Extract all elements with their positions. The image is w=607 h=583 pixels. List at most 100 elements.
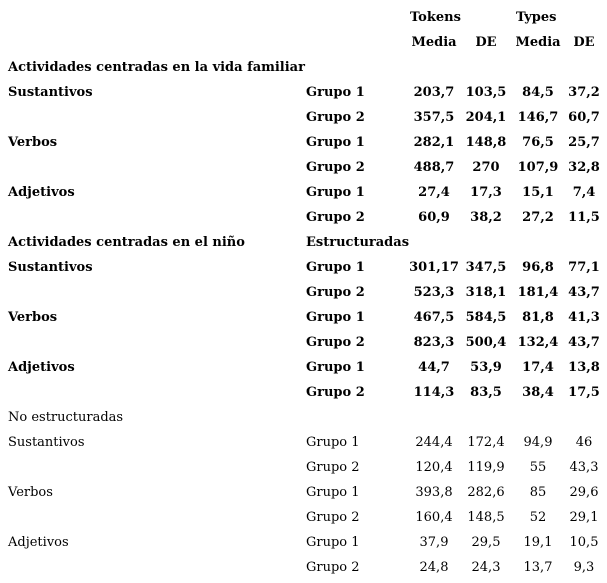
row-label: Verbos xyxy=(8,485,53,500)
section-title: Actividades centradas en el niño xyxy=(8,235,245,250)
types-de-value: 43,7 xyxy=(568,285,600,300)
table-row: Adjetivos Grupo 1 44,7 53,9 17,4 13,8 xyxy=(0,355,607,380)
tokens-de-value: 148,8 xyxy=(465,135,507,150)
tokens-de-value: 204,1 xyxy=(465,110,507,125)
section-subtitle: Estructuradas xyxy=(306,235,410,250)
row-group: Grupo 1 xyxy=(306,260,365,275)
tokens-media-value: 160,4 xyxy=(415,510,453,525)
tokens-media-value: 27,4 xyxy=(418,185,450,200)
section-title-row: Actividades centradas en la vida familia… xyxy=(0,55,607,80)
table-row: Adjetivos Grupo 1 37,9 29,5 19,1 10,5 xyxy=(0,530,607,555)
tokens-de-value: 584,5 xyxy=(465,310,507,325)
tokens-media-value: 301,17 xyxy=(409,260,459,275)
table-row: Grupo 2 523,3 318,1 181,4 43,7 xyxy=(0,280,607,305)
header-types-de: DE xyxy=(573,35,595,50)
types-media-value: 17,4 xyxy=(522,360,554,375)
types-media-value: 13,7 xyxy=(523,560,553,575)
types-media-value: 52 xyxy=(529,510,547,525)
types-media-value: 15,1 xyxy=(522,185,554,200)
row-group: Grupo 2 xyxy=(306,460,360,475)
row-group: Grupo 1 xyxy=(306,135,365,150)
section-title: No estructuradas xyxy=(8,410,124,425)
tokens-media-value: 60,9 xyxy=(418,210,450,225)
types-de-value: 17,5 xyxy=(568,385,600,400)
tokens-de-value: 318,1 xyxy=(465,285,507,300)
row-group: Grupo 1 xyxy=(306,360,365,375)
table-row: Verbos Grupo 1 393,8 282,6 85 29,6 xyxy=(0,480,607,505)
types-de-value: 11,5 xyxy=(568,210,600,225)
row-label: Sustantivos xyxy=(8,260,93,275)
row-group: Grupo 2 xyxy=(306,160,365,175)
types-media-value: 94,9 xyxy=(523,435,553,450)
section-title-row: No estructuradas xyxy=(0,405,607,430)
row-label: Sustantivos xyxy=(8,435,85,450)
table-row: Grupo 2 488,7 270 107,9 32,8 xyxy=(0,155,607,180)
tokens-media-value: 203,7 xyxy=(413,85,455,100)
types-media-value: 84,5 xyxy=(522,85,554,100)
row-label: Verbos xyxy=(8,310,58,325)
table-row: Grupo 2 120,4 119,9 55 43,3 xyxy=(0,455,607,480)
row-group: Grupo 2 xyxy=(306,335,365,350)
row-group: Grupo 2 xyxy=(306,110,365,125)
row-group: Grupo 1 xyxy=(306,535,360,550)
types-de-value: 32,8 xyxy=(568,160,600,175)
tokens-de-value: 53,9 xyxy=(470,360,502,375)
tokens-de-value: 148,5 xyxy=(467,510,505,525)
tokens-de-value: 347,5 xyxy=(465,260,507,275)
types-media-value: 55 xyxy=(529,460,547,475)
row-group: Grupo 2 xyxy=(306,510,360,525)
types-media-value: 181,4 xyxy=(517,285,559,300)
types-media-value: 96,8 xyxy=(522,260,554,275)
types-media-value: 27,2 xyxy=(522,210,554,225)
tokens-de-value: 119,9 xyxy=(467,460,505,475)
table-row: Sustantivos Grupo 1 244,4 172,4 94,9 46 xyxy=(0,430,607,455)
tokens-de-value: 38,2 xyxy=(470,210,502,225)
tokens-media-value: 467,5 xyxy=(413,310,455,325)
types-media-value: 132,4 xyxy=(517,335,559,350)
tokens-media-value: 823,3 xyxy=(413,335,455,350)
row-label: Adjetivos xyxy=(8,360,75,375)
row-group: Grupo 1 xyxy=(306,435,360,450)
types-media-value: 19,1 xyxy=(523,535,553,550)
tokens-de-value: 500,4 xyxy=(465,335,507,350)
types-de-value: 29,6 xyxy=(569,485,599,500)
tokens-media-value: 120,4 xyxy=(415,460,453,475)
tokens-de-value: 103,5 xyxy=(465,85,507,100)
tokens-media-value: 523,3 xyxy=(413,285,455,300)
types-de-value: 77,1 xyxy=(568,260,600,275)
row-group: Grupo 2 xyxy=(306,560,360,575)
table-row: Grupo 2 60,9 38,2 27,2 11,5 xyxy=(0,205,607,230)
types-media-value: 85 xyxy=(529,485,547,500)
row-label: Sustantivos xyxy=(8,85,93,100)
types-de-value: 7,4 xyxy=(572,185,596,200)
table-row: Grupo 2 823,3 500,4 132,4 43,7 xyxy=(0,330,607,355)
table-row: Sustantivos Grupo 1 301,17 347,5 96,8 77,1 xyxy=(0,255,607,280)
tokens-media-value: 37,9 xyxy=(419,535,449,550)
types-de-value: 60,7 xyxy=(568,110,600,125)
header-tokens-media: Media xyxy=(411,35,457,50)
types-media-value: 146,7 xyxy=(517,110,559,125)
types-media-value: 38,4 xyxy=(522,385,554,400)
tokens-media-value: 44,7 xyxy=(418,360,450,375)
table-row: Grupo 2 357,5 204,1 146,7 60,7 xyxy=(0,105,607,130)
row-label: Verbos xyxy=(8,135,58,150)
row-group: Grupo 1 xyxy=(306,185,365,200)
tokens-de-value: 83,5 xyxy=(470,385,502,400)
table-row: Sustantivos Grupo 1 203,7 103,5 84,5 37,2 xyxy=(0,80,607,105)
section-title-row: Actividades centradas en el niño Estruct… xyxy=(0,230,607,255)
row-group: Grupo 1 xyxy=(306,85,365,100)
types-de-value: 43,3 xyxy=(569,460,599,475)
types-media-value: 81,8 xyxy=(522,310,554,325)
table-row: Verbos Grupo 1 467,5 584,5 81,8 41,3 xyxy=(0,305,607,330)
types-de-value: 29,1 xyxy=(569,510,599,525)
types-de-value: 25,7 xyxy=(568,135,600,150)
row-label: Adjetivos xyxy=(8,185,75,200)
types-media-value: 76,5 xyxy=(522,135,554,150)
table-row: Grupo 2 114,3 83,5 38,4 17,5 xyxy=(0,380,607,405)
header-tokens-de: DE xyxy=(475,35,497,50)
tokens-media-value: 357,5 xyxy=(413,110,455,125)
types-de-value: 37,2 xyxy=(568,85,600,100)
tokens-media-value: 24,8 xyxy=(419,560,449,575)
tokens-de-value: 172,4 xyxy=(467,435,505,450)
types-de-value: 9,3 xyxy=(573,560,595,575)
